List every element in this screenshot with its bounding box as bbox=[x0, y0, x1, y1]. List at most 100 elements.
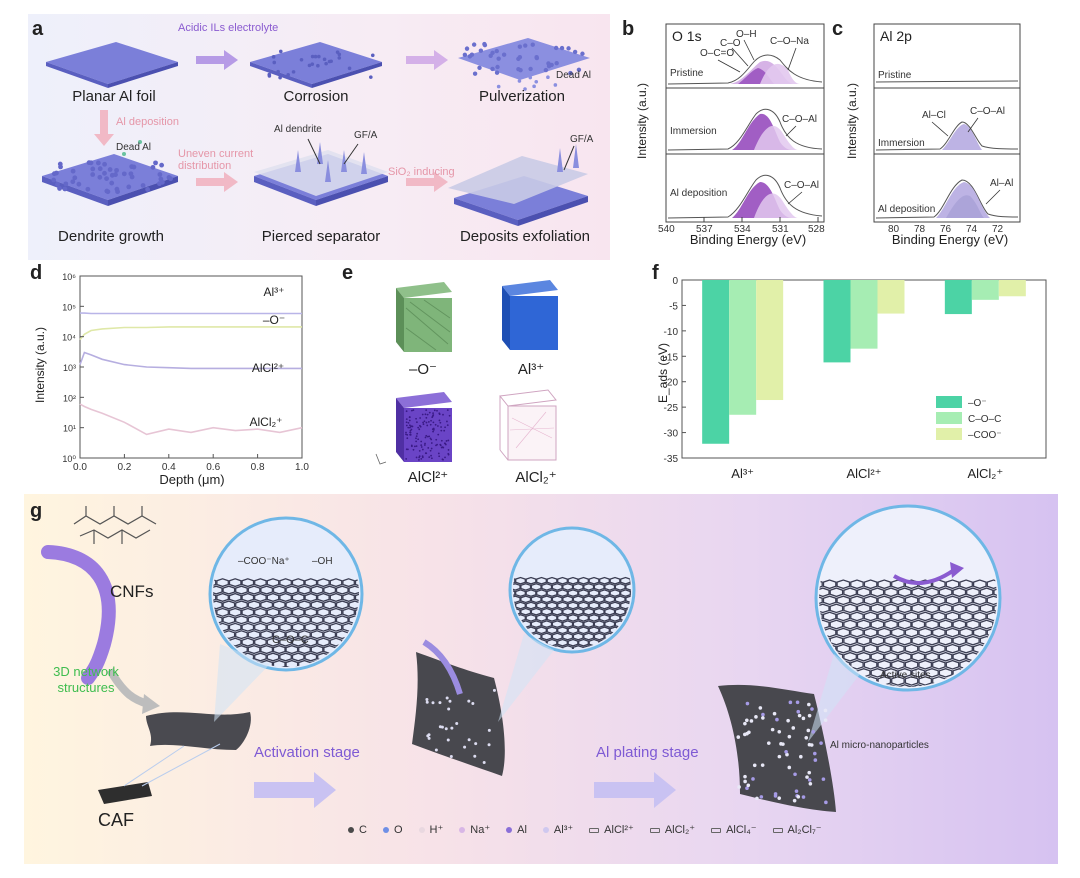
b-peak-co: C–O bbox=[720, 38, 741, 49]
foil-dendrite bbox=[42, 154, 178, 200]
cnfs-label: CNFs bbox=[110, 582, 154, 601]
panel-c-label: c bbox=[832, 18, 844, 40]
f-legend-swatch bbox=[936, 412, 962, 424]
cube-al bbox=[502, 280, 558, 350]
legend-label: Al₂Cl₇⁻ bbox=[787, 824, 822, 836]
f-ylabel: E_ads (eV) bbox=[656, 342, 670, 404]
acidic-ils-label: Acidic ILs electrolyte bbox=[178, 22, 279, 34]
activation-stage-label: Activation stage bbox=[254, 744, 360, 761]
legend-label: O bbox=[393, 824, 403, 836]
d-ytick: 10¹ bbox=[63, 424, 76, 434]
foil-planar bbox=[46, 42, 178, 84]
legend-item: AlCl₂⁺ bbox=[649, 823, 696, 836]
b-xlabel: Binding Energy (eV) bbox=[689, 232, 807, 247]
f-bar bbox=[850, 280, 878, 349]
oh-label: –OH bbox=[312, 556, 333, 567]
arrow-5 bbox=[406, 172, 448, 192]
adsorption-energy-chart: 0 -5 -10 -15 -20 -25 -30 -35 Al³⁺ AlCl²⁺ AlCl₂⁺ –O⁻… bbox=[664, 276, 1047, 481]
panel-b-label: b bbox=[622, 18, 635, 40]
c-row-immersion: Immersion bbox=[878, 138, 925, 149]
caption-deposits-exfoliation: Deposits exfoliation bbox=[459, 228, 591, 245]
legend-label: C bbox=[359, 824, 367, 836]
caption-corrosion: Corrosion bbox=[283, 88, 349, 105]
f-bar bbox=[702, 280, 730, 444]
d-ytick: 10⁵ bbox=[62, 302, 76, 312]
micro-nanoparticles-label: Al micro-nanoparticles bbox=[830, 740, 929, 751]
f-ytick: -25 bbox=[664, 403, 679, 414]
activated-sheet bbox=[412, 652, 505, 776]
dead-al-label-1: Dead Al bbox=[556, 70, 592, 81]
legend-symbol bbox=[711, 827, 722, 833]
f-category-label: Al³⁺ bbox=[731, 466, 754, 481]
f-bar bbox=[998, 280, 1026, 297]
d-ytick: 10⁶ bbox=[62, 272, 76, 282]
panel-a-label: a bbox=[32, 18, 44, 40]
f-bar bbox=[971, 280, 999, 300]
c-row-pristine: Pristine bbox=[878, 70, 912, 81]
panel-g-label: g bbox=[30, 500, 43, 522]
panel-b: O 1s Intensity (a.u.) Binding Energy (eV… bbox=[620, 14, 830, 254]
panel-d-label: d bbox=[30, 262, 43, 284]
d-ylabel: Intensity (a.u.) bbox=[33, 326, 47, 404]
c-xtick-72: 72 bbox=[992, 224, 1004, 235]
tof-sims-chart: 0.0 0.2 0.4 0.6 0.8 1.0 10⁰ 10¹ 10² 10³ 10⁴ 10⁵ 10⁶ A… bbox=[62, 272, 309, 473]
legend-symbol bbox=[348, 827, 354, 834]
plated-sheet bbox=[718, 684, 836, 812]
cube-alcl2 bbox=[499, 389, 557, 461]
panel-e-label: e bbox=[342, 262, 354, 284]
legend-label: AlCl₂⁺ bbox=[664, 824, 696, 836]
f-category-label: AlCl²⁺ bbox=[846, 466, 881, 481]
b-peak-coal-1: C–O–Al bbox=[782, 114, 818, 125]
legend-item: C bbox=[348, 824, 367, 836]
legend-item: Al³⁺ bbox=[542, 823, 573, 836]
network-sheet bbox=[146, 712, 251, 750]
gfa-label-1: GF/A bbox=[354, 130, 378, 141]
b-xtick-540: 540 bbox=[658, 224, 675, 235]
species-legend: C O H⁺ Na⁺ Al Al³⁺ AlCl²⁺ AlCl₂⁺ AlCl₄⁻ Al₂Cl₇⁻ bbox=[348, 820, 1048, 840]
plating-arrow bbox=[594, 772, 676, 808]
d-ytick: 10³ bbox=[63, 363, 76, 373]
arrow-1 bbox=[196, 50, 238, 70]
f-bar bbox=[729, 280, 757, 415]
active-sites-label: Active sites bbox=[880, 670, 931, 681]
c-row-al-deposition: Al deposition bbox=[878, 204, 936, 215]
f-ytick: -10 bbox=[664, 327, 679, 338]
caption-pulverization: Pulverization bbox=[479, 88, 565, 105]
f-legend-label: –O⁻ bbox=[968, 398, 987, 409]
arrow-3 bbox=[94, 110, 114, 146]
activation-arrow bbox=[254, 772, 336, 808]
legend-symbol bbox=[542, 827, 549, 834]
d-series-label: –O⁻ bbox=[263, 313, 285, 327]
d-series-line-1 bbox=[79, 326, 302, 341]
f-legend-label: –COO⁻ bbox=[968, 430, 1002, 441]
legend-symbol bbox=[649, 827, 660, 833]
cube-o bbox=[396, 282, 452, 352]
c-peak-alcl: Al–Cl bbox=[922, 110, 946, 121]
e-caption-alcl: AlCl²⁺ bbox=[407, 469, 449, 486]
c-peak-alal: Al–Al bbox=[990, 178, 1014, 189]
f-ytick: 0 bbox=[672, 276, 678, 287]
panel-e: –O⁻ Al³⁺ AlCl²⁺ AlCl₂⁺ bbox=[340, 268, 630, 490]
caf-sheet bbox=[98, 782, 152, 804]
d-xtick: 0.0 bbox=[73, 462, 87, 473]
legend-label: H⁺ bbox=[429, 824, 444, 836]
b-ylabel: Intensity (a.u.) bbox=[635, 82, 649, 160]
legend-label: AlCl₄⁻ bbox=[726, 824, 757, 836]
c-xtick-76: 76 bbox=[940, 224, 952, 235]
f-legend-swatch bbox=[936, 396, 962, 408]
d-ytick: 10⁰ bbox=[62, 454, 76, 464]
al-dendrite-label: Al dendrite bbox=[274, 124, 322, 135]
b-row-pristine: Pristine bbox=[670, 68, 704, 79]
legend-item: Al₂Cl₇⁻ bbox=[772, 823, 822, 836]
d-xtick: 0.2 bbox=[117, 462, 131, 473]
c-title: Al 2p bbox=[880, 28, 912, 44]
panel-f: 0 -5 -10 -15 -20 -25 -30 -35 Al³⁺ AlCl²⁺ AlCl₂⁺ –O⁻… bbox=[640, 266, 1060, 492]
legend-symbol bbox=[459, 827, 466, 834]
coona-label: –COO⁻Na⁺ bbox=[238, 556, 290, 567]
plating-stage-label: Al plating stage bbox=[596, 744, 699, 761]
b-xtick-534: 534 bbox=[734, 224, 751, 235]
arrow-4 bbox=[196, 172, 238, 192]
legend-label: AlCl²⁺ bbox=[604, 824, 634, 836]
d-series-label: AlCl²⁺ bbox=[252, 361, 284, 375]
b-peak-oh: O–H bbox=[736, 29, 757, 40]
